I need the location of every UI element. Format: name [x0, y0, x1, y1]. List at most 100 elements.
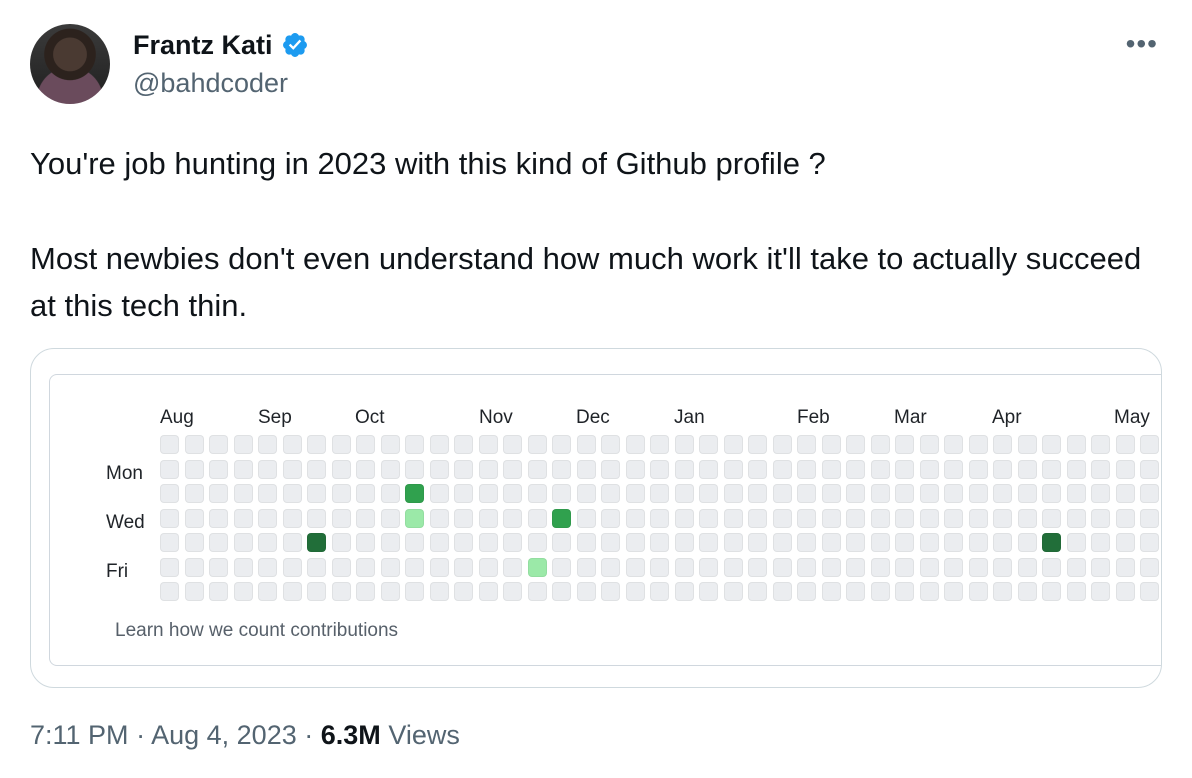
contribution-cell[interactable]	[160, 435, 179, 454]
contribution-cell[interactable]	[699, 582, 718, 601]
contribution-cell[interactable]	[699, 533, 718, 552]
contribution-cell[interactable]	[258, 459, 277, 479]
contribution-cell[interactable]	[968, 533, 988, 552]
contribution-cell[interactable]	[576, 533, 596, 552]
contribution-cell[interactable]	[699, 459, 718, 479]
contribution-cell[interactable]	[405, 557, 424, 577]
contribution-cell[interactable]	[429, 435, 449, 454]
contribution-cell[interactable]	[895, 435, 914, 454]
contribution-cell[interactable]	[674, 484, 694, 503]
contribution-cell[interactable]	[258, 508, 277, 528]
contribution-cell[interactable]	[993, 508, 1012, 528]
contribution-cell[interactable]	[307, 533, 326, 552]
contribution-cell[interactable]	[478, 508, 498, 528]
contribution-cell[interactable]	[1017, 533, 1037, 552]
contribution-cell[interactable]	[405, 533, 424, 552]
contribution-cell[interactable]	[552, 557, 571, 577]
contribution-cell[interactable]	[282, 557, 302, 577]
contribution-cell[interactable]	[846, 533, 865, 552]
contribution-cell[interactable]	[1091, 582, 1110, 601]
contribution-cell[interactable]	[846, 557, 865, 577]
contribution-cell[interactable]	[233, 435, 253, 454]
contribution-cell[interactable]	[527, 459, 547, 479]
contribution-cell[interactable]	[944, 582, 963, 601]
contribution-cell[interactable]	[233, 484, 253, 503]
contribution-cell[interactable]	[160, 459, 179, 479]
contribution-cell[interactable]	[527, 508, 547, 528]
contribution-cell[interactable]	[1140, 557, 1159, 577]
contribution-cell[interactable]	[821, 582, 841, 601]
contribution-cell[interactable]	[1115, 435, 1135, 454]
contribution-cell[interactable]	[748, 533, 767, 552]
contribution-cell[interactable]	[723, 508, 743, 528]
contribution-cell[interactable]	[846, 435, 865, 454]
contribution-cell[interactable]	[184, 459, 204, 479]
contribution-cell[interactable]	[331, 582, 351, 601]
tweet-time[interactable]: 7:11 PM	[30, 720, 129, 750]
contribution-cell[interactable]	[968, 484, 988, 503]
contribution-cell[interactable]	[601, 508, 620, 528]
contribution-cell[interactable]	[184, 557, 204, 577]
contribution-cell[interactable]	[625, 508, 645, 528]
contribution-cell[interactable]	[944, 557, 963, 577]
contribution-cell[interactable]	[209, 459, 228, 479]
contribution-cell[interactable]	[478, 582, 498, 601]
contribution-cell[interactable]	[307, 582, 326, 601]
contribution-cell[interactable]	[895, 557, 914, 577]
contribution-cell[interactable]	[699, 435, 718, 454]
contribution-cell[interactable]	[968, 582, 988, 601]
contribution-cell[interactable]	[1140, 508, 1159, 528]
contribution-cell[interactable]	[1140, 533, 1159, 552]
contribution-cell[interactable]	[307, 508, 326, 528]
contribution-cell[interactable]	[723, 582, 743, 601]
contribution-cell[interactable]	[184, 582, 204, 601]
contribution-cell[interactable]	[699, 557, 718, 577]
contribution-cell[interactable]	[258, 533, 277, 552]
contribution-cell[interactable]	[919, 435, 939, 454]
contribution-cell[interactable]	[454, 508, 473, 528]
contribution-cell[interactable]	[454, 459, 473, 479]
contribution-cell[interactable]	[650, 508, 669, 528]
contribution-cell[interactable]	[674, 582, 694, 601]
contribution-cell[interactable]	[723, 459, 743, 479]
contribution-cell[interactable]	[1066, 435, 1086, 454]
contribution-cell[interactable]	[405, 484, 424, 503]
contribution-cell[interactable]	[993, 582, 1012, 601]
contribution-cell[interactable]	[503, 557, 522, 577]
contribution-cell[interactable]	[944, 484, 963, 503]
contribution-cell[interactable]	[772, 435, 792, 454]
contribution-cell[interactable]	[527, 435, 547, 454]
contribution-cell[interactable]	[380, 484, 400, 503]
contribution-cell[interactable]	[209, 533, 228, 552]
contribution-cell[interactable]	[1017, 435, 1037, 454]
contribution-cell[interactable]	[601, 557, 620, 577]
contribution-cell[interactable]	[356, 533, 375, 552]
contribution-cell[interactable]	[895, 508, 914, 528]
contribution-cell[interactable]	[258, 435, 277, 454]
contribution-cell[interactable]	[331, 557, 351, 577]
contribution-cell[interactable]	[968, 435, 988, 454]
contribution-cell[interactable]	[454, 435, 473, 454]
contribution-cell[interactable]	[674, 459, 694, 479]
contribution-cell[interactable]	[1091, 557, 1110, 577]
contribution-cell[interactable]	[919, 557, 939, 577]
contribution-cell[interactable]	[233, 508, 253, 528]
contribution-cell[interactable]	[1140, 484, 1159, 503]
contribution-cell[interactable]	[1017, 557, 1037, 577]
contribution-cell[interactable]	[625, 435, 645, 454]
contribution-cell[interactable]	[723, 533, 743, 552]
contribution-cell[interactable]	[650, 484, 669, 503]
contribution-cell[interactable]	[821, 508, 841, 528]
contribution-cell[interactable]	[748, 582, 767, 601]
contribution-cell[interactable]	[503, 459, 522, 479]
contribution-cell[interactable]	[1115, 459, 1135, 479]
contribution-cell[interactable]	[405, 508, 424, 528]
contribution-cell[interactable]	[601, 533, 620, 552]
contribution-cell[interactable]	[233, 459, 253, 479]
contribution-cell[interactable]	[1115, 484, 1135, 503]
contribution-cell[interactable]	[1017, 459, 1037, 479]
contribution-cell[interactable]	[1066, 484, 1086, 503]
contribution-cell[interactable]	[331, 508, 351, 528]
contribution-cell[interactable]	[552, 435, 571, 454]
contribution-cell[interactable]	[650, 459, 669, 479]
